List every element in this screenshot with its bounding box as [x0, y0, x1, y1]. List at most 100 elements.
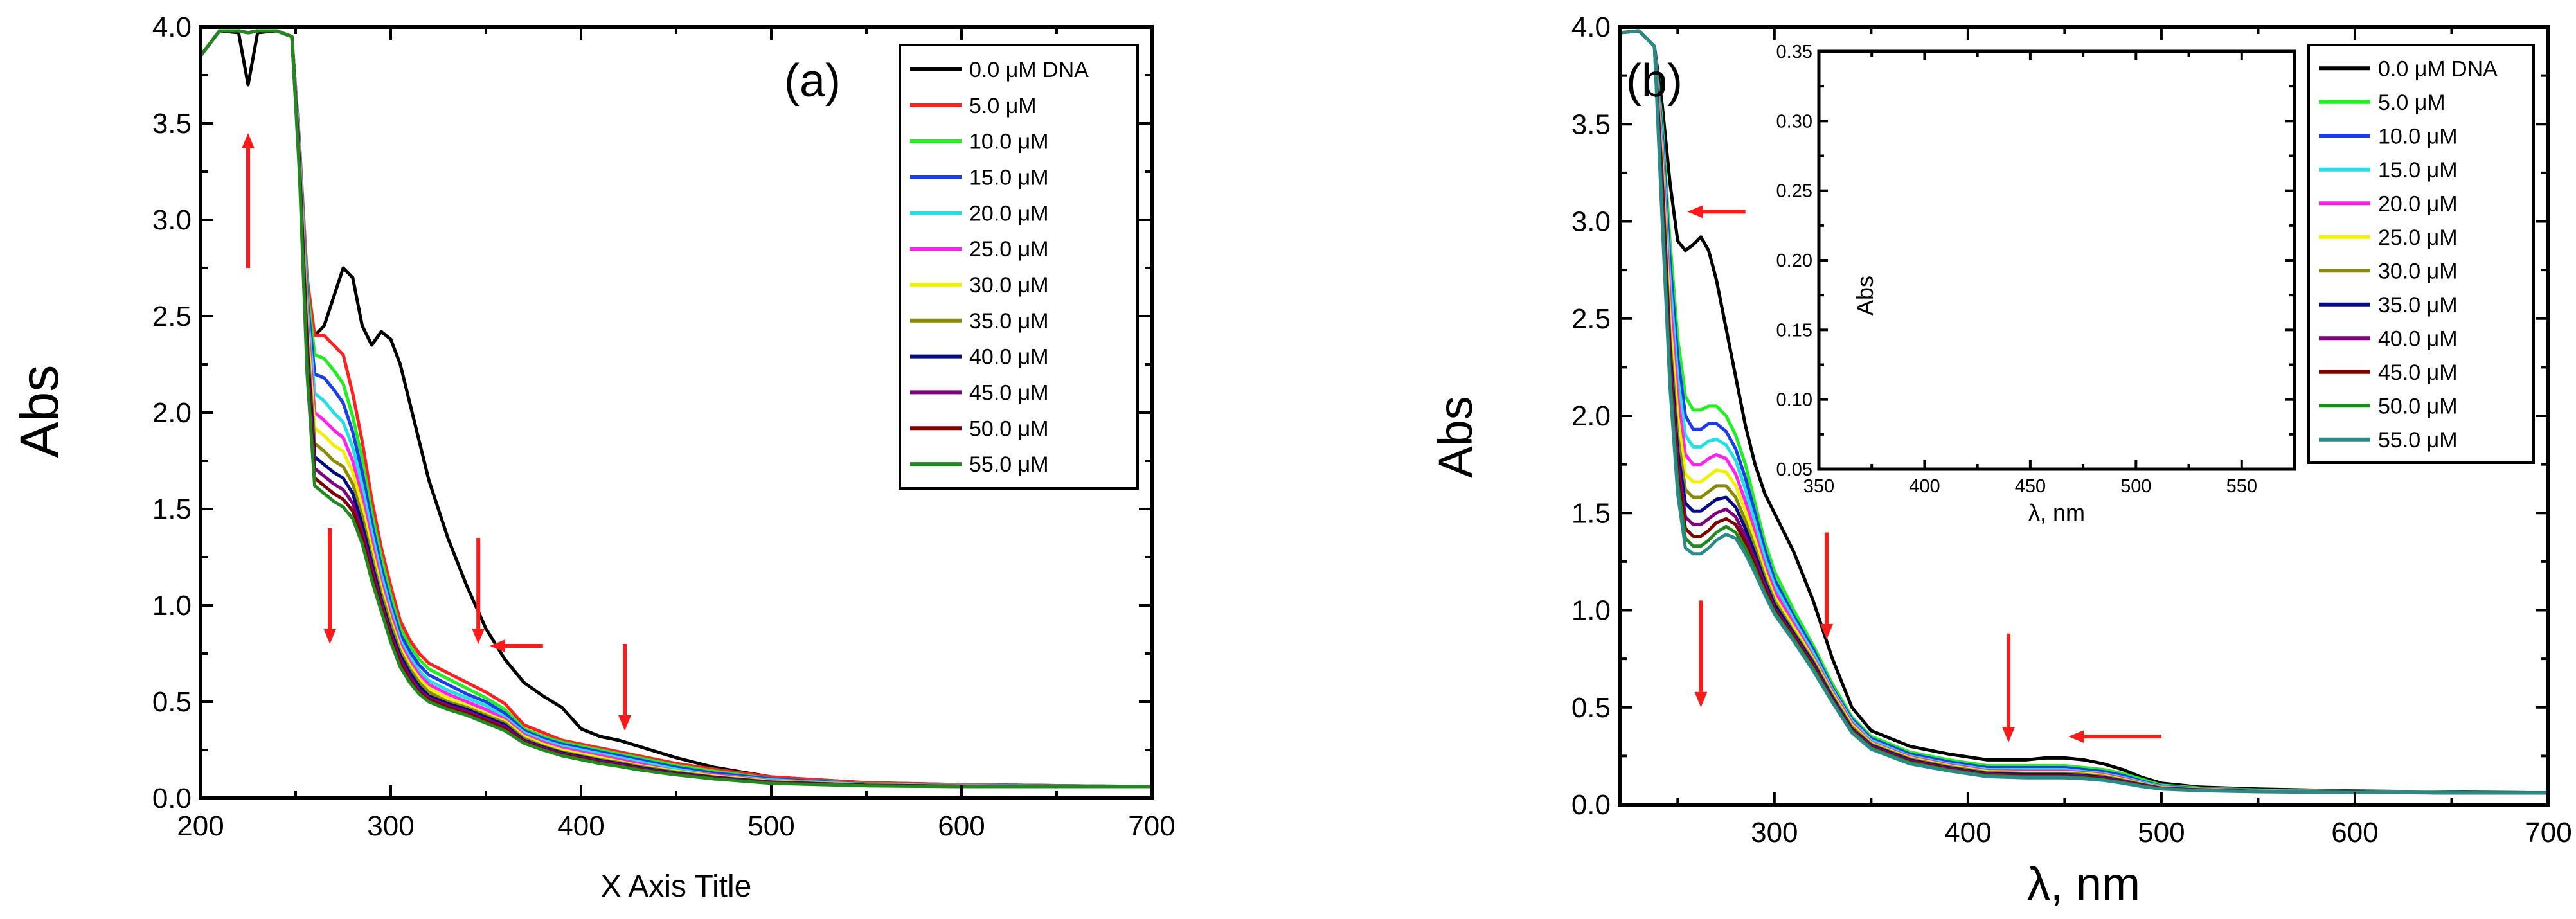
inset-y-tick-label: 0.25: [1776, 181, 1812, 202]
y-axis-title: Abs: [9, 365, 69, 458]
annotation-arrow-2: [472, 538, 485, 644]
legend-label: 55.0 μM: [2378, 428, 2458, 452]
legend-label: 15.0 μM: [969, 165, 1049, 190]
y-tick-label: 0.0: [1571, 789, 1611, 821]
legend-label: 35.0 μM: [2378, 293, 2458, 317]
series-line-1: [1620, 29, 2548, 795]
legend-label: 40.0 μM: [2378, 326, 2458, 351]
legend-label: 5.0 μM: [2378, 91, 2446, 115]
x-tick-label: 700: [1128, 810, 1175, 842]
panel-label: (b): [1626, 55, 1683, 107]
inset-y-tick-label: 0.30: [1776, 111, 1812, 132]
inset-y-tick-label: 0.20: [1776, 251, 1812, 271]
legend-label: 20.0 μM: [2378, 192, 2458, 216]
annotation-arrow-3: [618, 644, 632, 731]
chart-panel-a: 200 300 400 500 600 700 0.0 0.5 1.0 1.5 2.0 2.5 3.0 3…: [9, 12, 1176, 904]
legend-label: 55.0 μM: [969, 452, 1049, 477]
annotation-arrow-0: [242, 133, 255, 268]
inset-y-tick-label: 0.15: [1776, 320, 1812, 341]
x-tick-label: 300: [1751, 817, 1798, 848]
x-tick-label: 500: [747, 810, 794, 842]
annotation-arrow-3: [2002, 633, 2016, 743]
x-tick-label: 400: [1944, 817, 1991, 848]
legend-label: 0.0 μM DNA: [2378, 57, 2498, 81]
legend-label: 45.0 μM: [969, 380, 1049, 405]
arrow-head: [472, 629, 485, 644]
inset-y-tick-label: 0.35: [1776, 42, 1812, 62]
y-tick-label: 2.5: [1571, 303, 1611, 335]
annotation-arrow-0: [1687, 205, 1746, 219]
annotation-arrow-4: [489, 639, 543, 652]
x-tick-label: 600: [938, 810, 985, 842]
y-tick-label: 3.0: [152, 204, 192, 236]
legend-label: 45.0 μM: [2378, 361, 2458, 385]
y-tick-label: 1.0: [1571, 595, 1611, 627]
legend-label: 20.0 μM: [969, 201, 1049, 226]
inset-y-axis-title: Abs: [1852, 276, 1878, 316]
panel-label: (a): [784, 55, 841, 107]
legend-label: 25.0 μM: [969, 237, 1049, 262]
series-line-11: [201, 29, 1152, 789]
arrow-head: [489, 639, 505, 652]
y-tick-label: 2.0: [1571, 400, 1611, 432]
legend-label: 50.0 μM: [2378, 394, 2458, 418]
inset-x-tick-label: 500: [2120, 476, 2151, 497]
y-axis-title: Abs: [1429, 396, 1482, 478]
annotation-arrow-1: [323, 528, 337, 644]
y-tick-label: 0.0: [152, 783, 192, 814]
y-tick-label: 4.0: [1571, 12, 1611, 43]
arrow-head: [618, 715, 632, 731]
legend-label: 35.0 μM: [969, 309, 1049, 334]
legend-label: 10.0 μM: [2378, 124, 2458, 148]
arrow-head: [1820, 623, 1834, 639]
annotation-arrow-1: [1694, 600, 1708, 708]
legend-label: 0.0 μM DNA: [969, 58, 1089, 82]
inset-x-tick-label: 450: [2015, 476, 2046, 497]
inset-x-tick-label: 550: [2226, 476, 2257, 497]
inset-x-axis-title: λ, nm: [2028, 499, 2085, 526]
legend: 0.0 μM DNA 5.0 μM 10.0 μM 15.0 μM 20.0 μM 25.…: [2307, 44, 2535, 464]
arrow-head: [2002, 727, 2016, 743]
inset-x-tick-label: 400: [1909, 476, 1940, 497]
y-tick-label: 1.0: [152, 590, 192, 621]
x-tick-label: 700: [2525, 817, 2572, 848]
legend-label: 25.0 μM: [2378, 226, 2458, 250]
y-tick-label: 2.0: [152, 397, 192, 429]
y-tick-label: 2.5: [152, 301, 192, 332]
y-tick-label: 4.0: [152, 12, 192, 43]
x-tick-label: 400: [557, 810, 604, 842]
arrow-head: [323, 629, 337, 644]
x-tick-label: 600: [2331, 817, 2378, 848]
legend: 0.0 μM DNA 5.0 μM 10.0 μM 15.0 μM 20.0 μM 25.…: [899, 44, 1139, 490]
x-tick-label: 300: [367, 810, 414, 842]
y-tick-label: 0.5: [152, 686, 192, 718]
x-axis-title: X Axis Title: [601, 870, 752, 904]
series-group: [1620, 29, 2548, 795]
legend-box: [899, 44, 1139, 490]
inset-y-tick-label: 0.10: [1776, 390, 1812, 411]
series-line-11: [1620, 29, 2548, 795]
inset-chart: 350 400 450 500 550 0.05 0.10 0.15 0.20 0.25 0.30 0…: [1776, 42, 2296, 526]
legend-label: 30.0 μM: [969, 273, 1049, 298]
x-tick-label: 500: [2138, 817, 2185, 848]
arrow-head: [1687, 205, 1703, 219]
y-tick-label: 3.0: [1571, 206, 1611, 238]
legend-label: 15.0 μM: [2378, 158, 2458, 183]
inset-x-tick-label: 350: [1803, 476, 1834, 497]
legend-label: 50.0 μM: [969, 416, 1049, 441]
x-axis-title: λ, nm: [2027, 859, 2140, 910]
y-tick-label: 3.5: [1571, 109, 1611, 140]
annotation-arrow-2: [1820, 532, 1834, 639]
y-tick-label: 0.5: [1571, 692, 1611, 724]
legend-label: 10.0 μM: [969, 130, 1049, 154]
inset-y-tick-label: 0.05: [1776, 460, 1812, 480]
arrow-head: [242, 133, 255, 148]
inset-frame: [1817, 49, 2296, 471]
legend-label: 40.0 μM: [969, 345, 1049, 370]
x-tick-label: 200: [177, 810, 224, 842]
y-tick-label: 3.5: [152, 108, 192, 139]
y-tick-label: 1.5: [1571, 497, 1611, 529]
legend-label: 5.0 μM: [969, 94, 1037, 118]
chart-panel-b: 300 400 500 600 700 0.0 0.5 1.0 1.5 2.0 2.5 3.0 3.5 4…: [1429, 12, 2572, 910]
